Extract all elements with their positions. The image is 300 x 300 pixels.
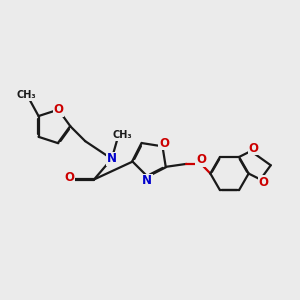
Text: O: O [258, 176, 268, 189]
Text: O: O [159, 137, 169, 150]
Text: O: O [249, 142, 259, 154]
Text: O: O [196, 153, 206, 166]
Text: CH₃: CH₃ [17, 90, 37, 100]
Text: O: O [64, 172, 74, 184]
Text: O: O [53, 103, 63, 116]
Text: N: N [142, 174, 152, 187]
Text: CH₃: CH₃ [112, 130, 132, 140]
Text: N: N [107, 152, 117, 165]
